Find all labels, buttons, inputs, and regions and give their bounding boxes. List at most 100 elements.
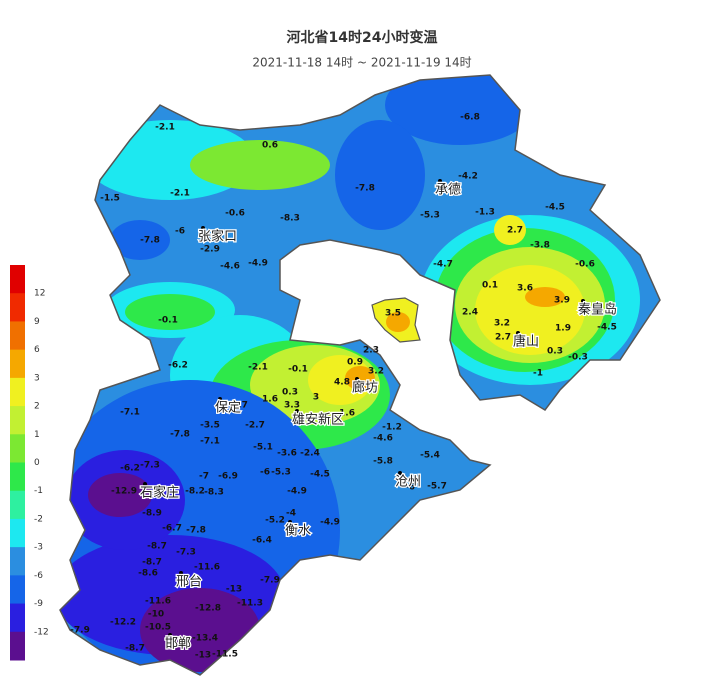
station-value: -5.2: [265, 516, 285, 526]
city-dot: [201, 226, 205, 230]
city-dot: [295, 409, 299, 413]
station-value: -6: [175, 227, 185, 237]
city-dot: [355, 377, 359, 381]
station-value: -7.8: [140, 236, 160, 246]
subtitle: 2021-11-18 14时 ~ 2021-11-19 14时: [252, 56, 471, 70]
legend-label: 0: [34, 458, 40, 468]
legend-swatch: [10, 603, 25, 633]
station-value: -8.3: [280, 214, 300, 224]
station-value: -7.3: [140, 461, 160, 471]
city-dot: [168, 633, 172, 637]
station-value: -4.2: [458, 172, 478, 182]
station-value: -6: [260, 468, 270, 478]
station-value: 3.2: [494, 319, 510, 329]
legend-swatch: [10, 377, 25, 407]
legend-label: 2: [34, 402, 40, 412]
station-value: 0.3: [547, 347, 563, 357]
station-value: -0.6: [225, 209, 245, 219]
station-value: 1.6: [339, 409, 355, 419]
city-dot: [179, 571, 183, 575]
legend-swatch: [10, 434, 25, 463]
station-value: 4.8: [334, 378, 350, 388]
station-value: -5.7: [427, 482, 447, 492]
legend-label: -6: [34, 571, 43, 581]
legend-label: 9: [34, 317, 40, 327]
station-value: -0.6: [575, 260, 595, 270]
station-value: -4.7: [433, 260, 453, 270]
station-value: 0.9: [347, 358, 363, 368]
station-value: -7.9: [260, 576, 280, 586]
legend-swatch: [10, 349, 25, 379]
station-value: -6.8: [460, 113, 480, 123]
station-value: -12.9: [111, 487, 137, 497]
city-dot: [143, 482, 147, 486]
city-name: 保定: [215, 401, 241, 416]
station-value: -8.3: [204, 488, 224, 498]
station-value: 3.3: [284, 401, 300, 411]
station-value: 3: [313, 393, 319, 403]
station-value: -7.8: [186, 526, 206, 536]
station-value: -6: [405, 483, 415, 493]
station-value: -4.5: [545, 203, 565, 213]
station-value: -2.4: [300, 449, 320, 459]
city-name: 石家庄: [140, 485, 179, 501]
legend: 12 9 6 3 2 1 0 -1 -2 -3 -6 -9 -12: [10, 265, 49, 661]
station-value: 1.6: [262, 395, 278, 405]
legend-label: 6: [34, 345, 40, 355]
station-value: -1: [533, 369, 543, 379]
station-value: -1.3: [475, 208, 495, 218]
station-value: 3.6: [517, 284, 533, 294]
station-value: 3.5: [385, 309, 401, 319]
station-value: -11.3: [237, 599, 263, 609]
stations: -6.8-2.10.6-7.8-4.2-1.5 -2.1-0.6 -8.3 -5.3-…: [70, 113, 617, 661]
city-dot: [581, 299, 585, 303]
station-value: -7.9: [70, 626, 90, 636]
station-value: -1.5: [100, 194, 120, 204]
station-value: -5.4: [420, 451, 440, 461]
station-value: 2.7: [495, 333, 511, 343]
station-value: 0.6: [262, 141, 278, 151]
station-value: -2.7: [245, 421, 265, 431]
station-value: -6.7: [162, 524, 182, 534]
station-value: 3.2: [368, 367, 384, 377]
city-dot: [438, 179, 442, 183]
legend-label: -9: [34, 599, 43, 609]
station-value: -10: [148, 610, 164, 620]
station-value: -8.2: [185, 487, 205, 497]
legend-swatch: [10, 406, 25, 435]
station-value: -11.5: [212, 650, 238, 660]
station-value: -6.4: [252, 536, 272, 546]
city-name: 雄安新区: [292, 412, 344, 428]
station-value: -7.8: [355, 184, 375, 194]
legend-label: -12: [34, 627, 49, 637]
station-value: -13.4: [192, 634, 218, 644]
station-value: -0.3: [568, 353, 588, 363]
station-value: -8.7: [147, 542, 167, 552]
station-value: -8.7: [125, 644, 145, 654]
station-value: -2.1: [248, 363, 268, 373]
city-dot: [218, 397, 222, 401]
legend-label: -1: [34, 486, 43, 496]
station-value: 2.4: [462, 308, 478, 318]
city-name: 秦皇岛: [578, 302, 617, 318]
station-value: -0.1: [158, 316, 178, 326]
legend-label: -2: [34, 514, 43, 524]
station-value: -12.8: [195, 604, 221, 614]
city-name: 沧州: [395, 474, 421, 490]
station-value: -11.6: [145, 597, 171, 607]
city-dot: [288, 520, 292, 524]
station-value: 1.9: [555, 324, 571, 334]
station-value: -4.5: [597, 323, 617, 333]
legend-swatch: [10, 490, 25, 520]
station-value: -2.1: [170, 189, 190, 199]
legend-label: 3: [34, 373, 40, 383]
station-value: -3.8: [530, 241, 550, 251]
city-name: 唐山: [513, 334, 539, 350]
city-name: 廊坊: [352, 380, 378, 396]
legend-label: 1: [34, 430, 40, 440]
title: 河北省14时24小时变温: [287, 29, 438, 46]
city-name: 张家口: [198, 229, 237, 245]
station-value: -4.5: [310, 470, 330, 480]
